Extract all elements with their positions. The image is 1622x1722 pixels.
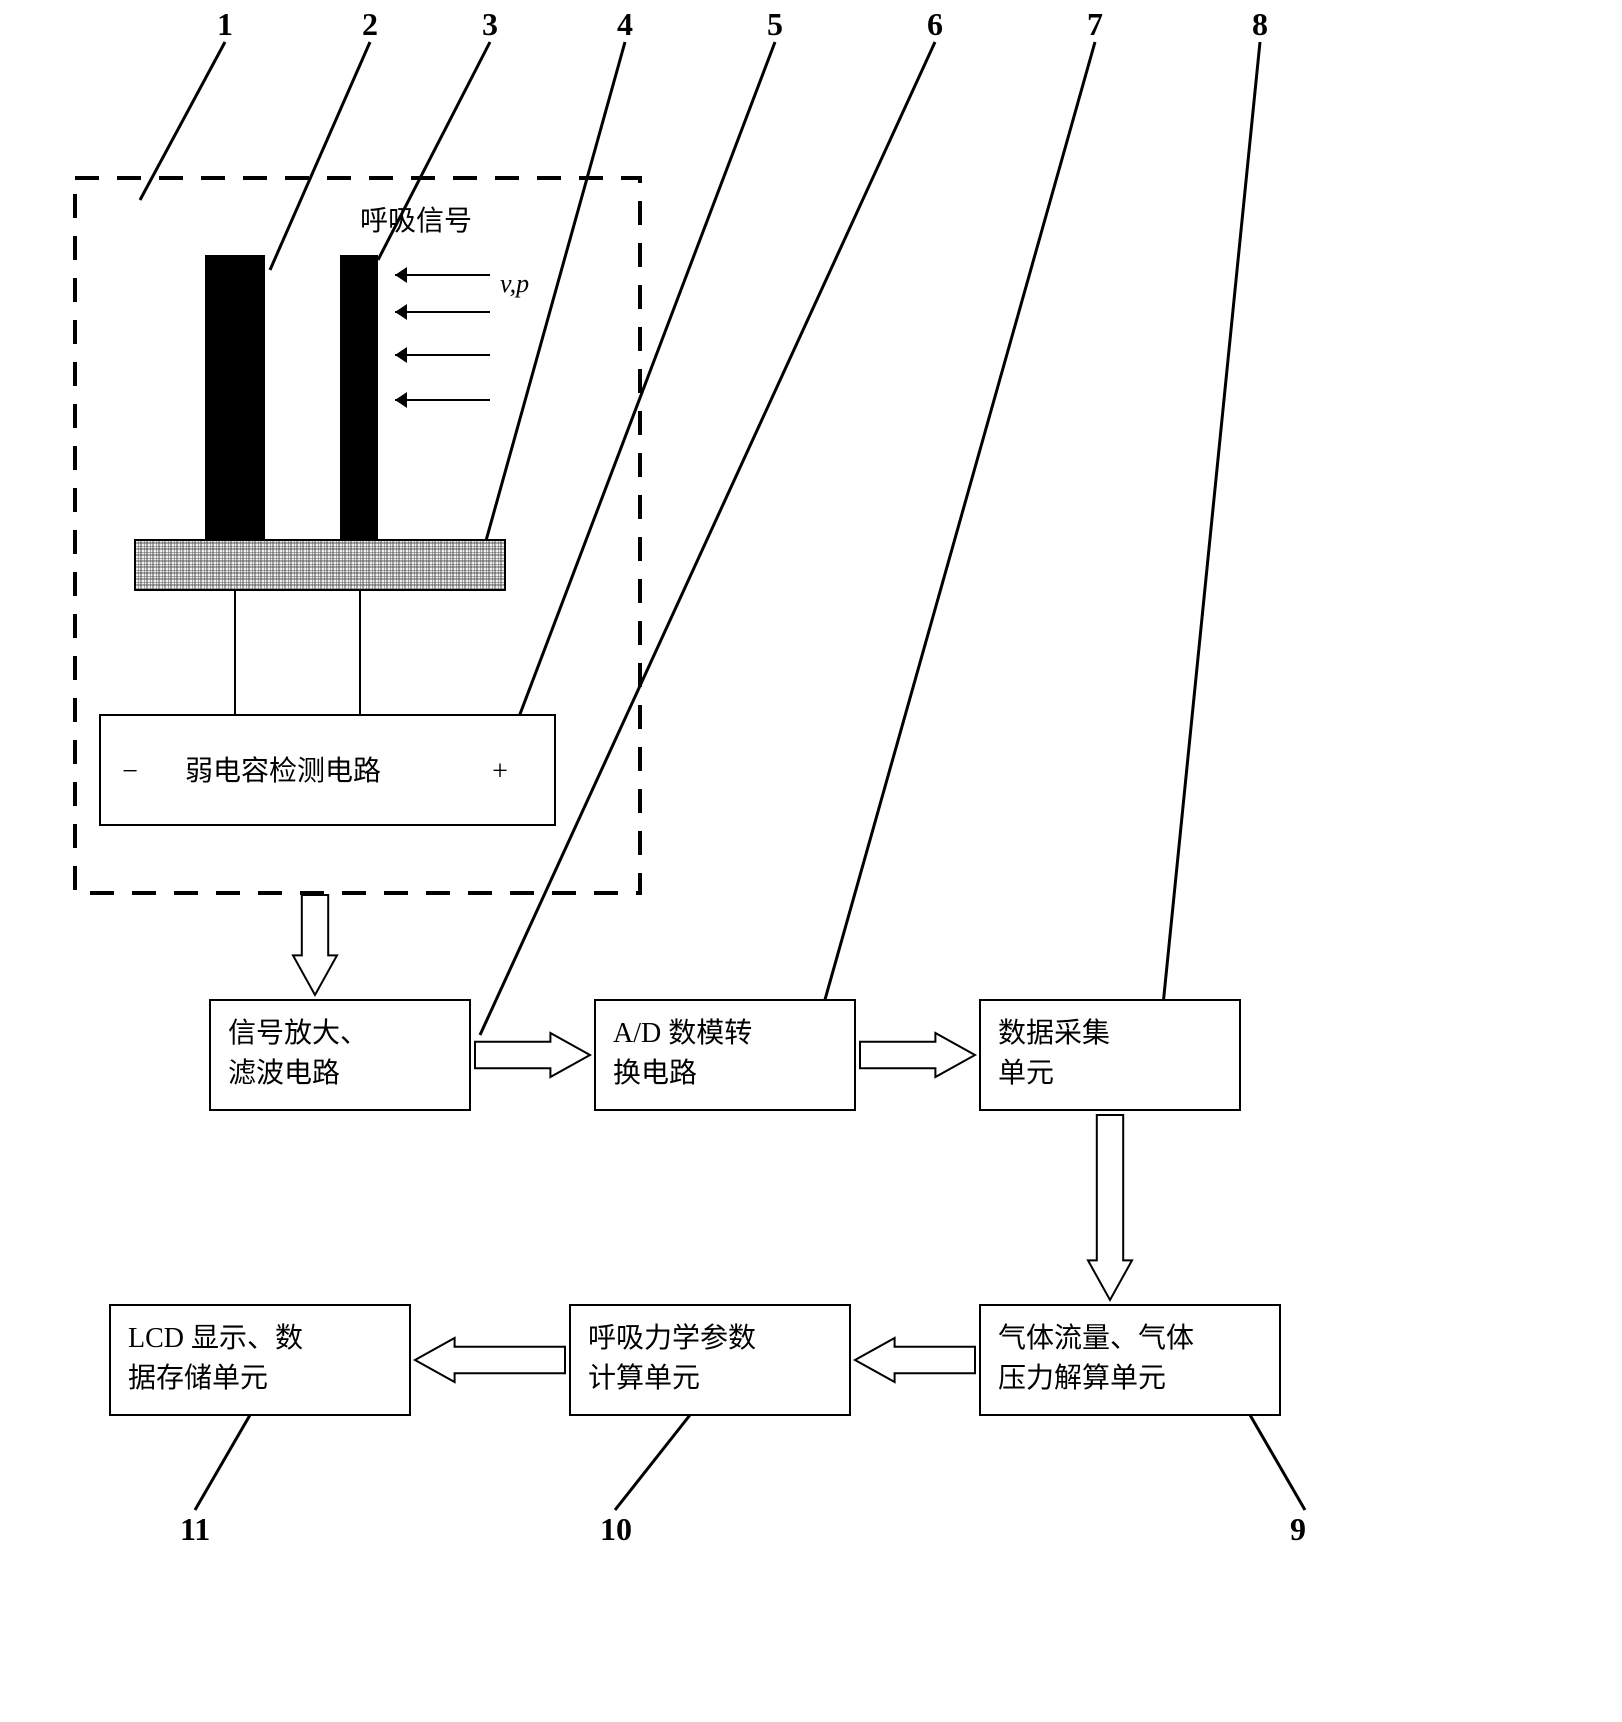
- capacitor-plate-right: [340, 255, 378, 540]
- plus-terminal: +: [492, 756, 508, 787]
- num-label-1: 1: [217, 6, 233, 42]
- num-label-3: 3: [482, 6, 498, 42]
- resp-mechanics-calc-line2: 计算单元: [588, 1362, 700, 1394]
- lcd-storage-box: [110, 1305, 410, 1415]
- lcd-storage-line1: LCD 显示、数: [128, 1322, 303, 1354]
- num-label-8: 8: [1252, 6, 1268, 42]
- respiration-signal-label: 呼吸信号: [360, 205, 472, 237]
- num-label-4: 4: [617, 6, 633, 42]
- weak-capacitance-detection-label: 弱电容检测电路: [185, 755, 381, 787]
- num-label-6: 6: [927, 6, 943, 42]
- data-acquisition-line1: 数据采集: [998, 1017, 1110, 1049]
- flow-pressure-resolver-line1: 气体流量、气体: [998, 1322, 1194, 1354]
- resp-mechanics-calc-line1: 呼吸力学参数: [588, 1322, 756, 1354]
- minus-terminal: −: [122, 756, 138, 787]
- lcd-storage-line2: 据存储单元: [128, 1362, 268, 1394]
- signal-amp-filter-line1: 信号放大、: [228, 1017, 368, 1049]
- data-acquisition-box: [980, 1000, 1240, 1110]
- num-label-10: 10: [600, 1511, 632, 1547]
- data-acquisition-line2: 单元: [998, 1057, 1054, 1089]
- ad-converter-line2: 换电路: [613, 1057, 697, 1089]
- num-label-5: 5: [767, 6, 783, 42]
- num-label-11: 11: [180, 1511, 210, 1547]
- sensor-base-substrate: [135, 540, 505, 590]
- signal-amp-filter-box: [210, 1000, 470, 1110]
- resp-mechanics-calc-box: [570, 1305, 850, 1415]
- num-label-2: 2: [362, 6, 378, 42]
- flow-pressure-resolver-line2: 压力解算单元: [998, 1362, 1166, 1394]
- ad-converter-line1: A/D 数模转: [613, 1017, 752, 1049]
- flow-pressure-resolver-box: [980, 1305, 1280, 1415]
- vp-label: v,p: [500, 269, 529, 298]
- num-label-9: 9: [1290, 1511, 1306, 1547]
- num-label-7: 7: [1087, 6, 1103, 42]
- ad-converter-box: [595, 1000, 855, 1110]
- signal-amp-filter-line2: 滤波电路: [228, 1057, 340, 1089]
- capacitor-plate-left: [205, 255, 265, 540]
